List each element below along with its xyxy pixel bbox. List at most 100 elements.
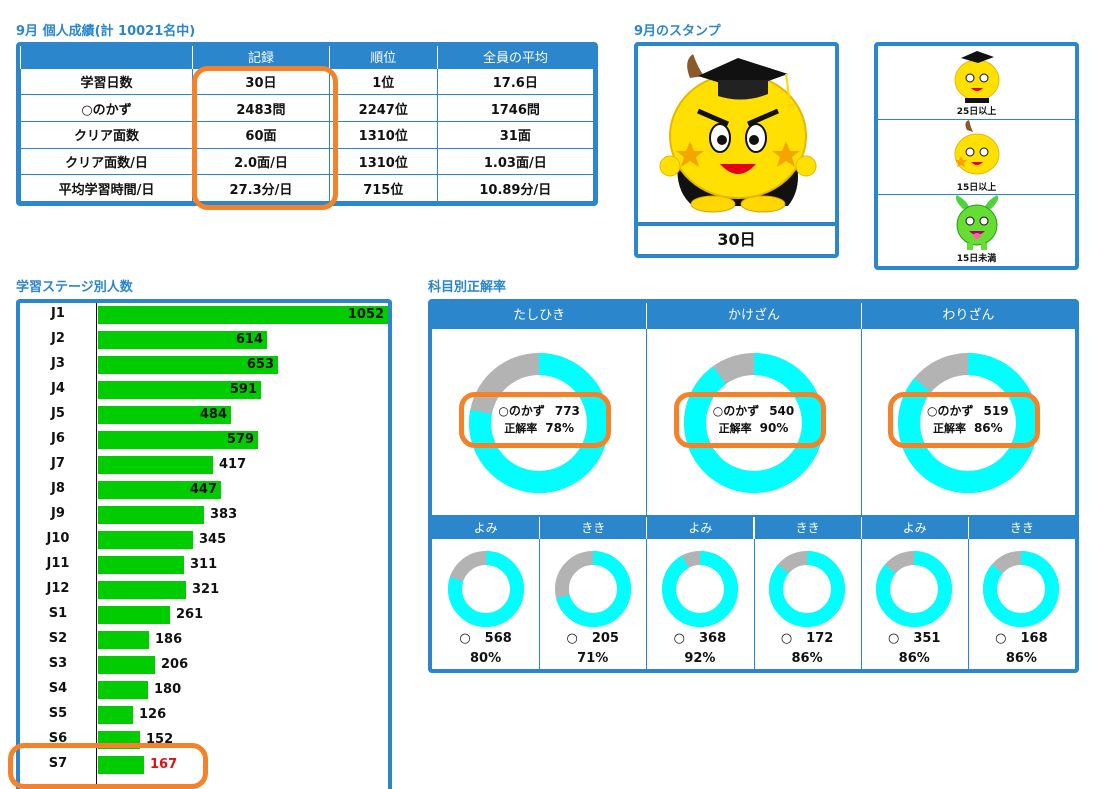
stage-value: 484 [199,407,227,422]
stage-value: 311 [190,557,218,572]
row-record: 2.0面/日 [192,147,330,176]
circle-mark: ○ [673,631,685,646]
skill-count: 205 [591,631,619,646]
subject-rate-line: 正解率 78% [479,420,599,437]
circle-mark: ○ [887,631,900,646]
skill-donut-chart [447,551,524,627]
row-rank: 1位 [328,67,438,96]
stage-label: J5 [51,406,65,421]
stage-bar [98,631,149,649]
circle-mark: ○ [780,631,793,646]
column-divider [539,539,541,669]
rate-label: 正解率 [504,422,538,435]
skill-donut-chart [554,551,631,627]
skill-header: よみ [860,517,968,539]
row-average: 10.89分/日 [436,174,595,202]
skill-header: きき [753,517,861,539]
row-label: クリア面数/日 [20,147,193,176]
skill-count: 351 [913,631,941,646]
skill-count-line: ○ 172 [754,629,861,649]
subject-donut-chart [469,353,610,493]
stage-value: 152 [146,732,174,747]
table-row: 平均学習時間/日 27.3分/日 715位 10.89分/日 [20,174,595,202]
skill-count-line: ○ 351 [861,629,968,649]
stage-bar [98,731,140,749]
row-rank: 1310位 [328,147,438,176]
column-divider [860,539,862,669]
subject-header: わりざん [860,303,1075,329]
stage-row-s6: S6 152 [20,728,388,753]
stage-label: S1 [48,606,68,621]
row-record: 30日 [192,67,330,96]
mascot-small-icon [954,120,999,175]
stage-value: 167 [150,757,178,772]
skill-donut-chart [983,551,1060,627]
stage-bar [98,481,221,499]
skill-header: よみ [646,517,754,539]
donut-correct-arc [661,551,738,627]
stamp-legend-panel: 25日以上 15日以上 15日未満 [874,42,1079,270]
stage-label: S2 [48,631,68,646]
stage-row-j12: J12 321 [20,578,388,603]
donut-correct-arc [469,353,610,493]
stage-bar [98,656,155,674]
stage-value: 579 [226,432,254,447]
row-average: 17.6日 [436,67,595,96]
stage-label: S7 [48,756,68,771]
legend-label: 15日以上 [956,183,997,193]
stage-bar [98,406,231,424]
stamp-legend-item: 15日以上 [878,119,1075,194]
donut-correct-arc [447,551,524,627]
stage-label: J11 [46,556,70,571]
stage-value: 180 [154,682,182,697]
table-row: クリア面数 60面 1310位 31面 [20,120,595,149]
row-record: 27.3分/日 [192,174,330,202]
rate-label: 正解率 [718,422,752,435]
row-label: 学習日数 [20,67,193,96]
stage-value: 383 [210,507,238,522]
rate-value: 78% [545,421,575,435]
rate-label: 正解率 [932,422,966,435]
column-divider [860,329,862,515]
stage-bar [98,556,184,574]
stage-row-j7: J7 417 [20,453,388,478]
stage-bar [98,431,258,449]
subject-count-line: ○のかず 519 [908,403,1028,420]
stats-header-average: 全員の平均 [436,46,594,68]
skill-count-line: ○ 205 [539,629,646,649]
stage-label: J2 [51,331,65,346]
circle-mark: ○ [459,631,471,646]
graduate-mascot-small-icon [954,51,999,103]
skill-rate: 80% [470,651,502,666]
stage-row-j3: J3 653 [20,353,388,378]
stage-label: J3 [51,356,65,371]
donut-correct-arc [983,551,1060,627]
stages-panel: J1 1052 J2 614 J3 653 J4 591 J5 484 J6 579 J7 417 J8 44… [16,299,392,789]
skill-header: きき [967,517,1075,539]
stage-row-s5: S5 126 [20,703,388,728]
row-rank: 2247位 [328,94,438,122]
subject-rate-line: 正解率 90% [694,420,814,437]
stats-title: 9月 個人成績(計 10021名中) [16,24,196,39]
stage-bar [98,506,204,524]
rate-value: 86% [973,421,1003,435]
stage-row-j11: J11 311 [20,553,388,578]
stage-bar [98,381,261,399]
stage-row-j8: J8 447 [20,478,388,503]
count-label: ○のかず [498,404,545,418]
stage-row-j5: J5 484 [20,403,388,428]
stage-bar [98,706,133,724]
stage-label: J9 [51,506,65,521]
stage-value: 447 [189,482,217,497]
stage-bar [98,681,148,699]
row-average: 1746問 [436,94,595,122]
stage-label: J6 [51,431,65,446]
stamp-days: 30日 [638,222,835,254]
circle-mark: ○ [995,631,1007,646]
stage-value: 206 [161,657,189,672]
skill-count-line: ○ 168 [968,629,1075,649]
skill-count-line: ○ 568 [432,629,539,649]
stage-label: J10 [46,531,70,546]
stage-label: J12 [46,581,70,596]
subject-rate-line: 正解率 86% [908,420,1028,437]
